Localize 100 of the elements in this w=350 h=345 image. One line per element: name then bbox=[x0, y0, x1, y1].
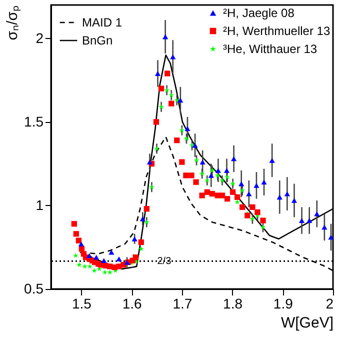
point bbox=[230, 156, 237, 162]
point bbox=[250, 216, 256, 222]
point bbox=[71, 221, 77, 227]
point bbox=[261, 180, 267, 185]
point bbox=[314, 211, 320, 216]
legend-label: BnGn bbox=[82, 34, 113, 48]
y-tick-label: 1 bbox=[36, 196, 44, 213]
point bbox=[328, 234, 334, 240]
point bbox=[168, 100, 174, 106]
point bbox=[76, 262, 82, 268]
point bbox=[234, 199, 240, 204]
point bbox=[276, 194, 282, 200]
point bbox=[240, 188, 246, 193]
point bbox=[162, 34, 168, 40]
y-axis-title: σₙ/σₚ bbox=[4, 6, 22, 40]
point bbox=[154, 146, 160, 151]
legend-label: ³He, Witthauer 13 bbox=[223, 42, 318, 56]
point bbox=[254, 182, 260, 188]
point bbox=[132, 254, 138, 260]
point bbox=[260, 224, 266, 230]
point bbox=[219, 192, 226, 198]
point bbox=[215, 168, 222, 173]
point bbox=[101, 258, 107, 264]
point bbox=[208, 172, 214, 178]
point bbox=[306, 218, 312, 223]
point bbox=[269, 158, 275, 163]
point bbox=[86, 253, 92, 258]
point bbox=[153, 119, 160, 125]
point bbox=[193, 179, 199, 185]
point bbox=[168, 92, 174, 98]
x-tick-label: 1.9 bbox=[273, 296, 294, 312]
point bbox=[224, 174, 230, 180]
point bbox=[140, 216, 146, 222]
point bbox=[102, 269, 108, 275]
point bbox=[73, 231, 80, 237]
point bbox=[179, 127, 185, 133]
point bbox=[234, 194, 240, 200]
point bbox=[298, 218, 305, 223]
point bbox=[92, 268, 97, 273]
point bbox=[184, 126, 190, 132]
legend-label: ²H, Jaegle 08 bbox=[223, 6, 295, 20]
point bbox=[194, 158, 200, 163]
point bbox=[246, 191, 252, 196]
point bbox=[230, 180, 236, 186]
x-tick-label: 1.8 bbox=[223, 296, 243, 312]
point bbox=[209, 168, 215, 173]
x-tick-label: 2 bbox=[326, 296, 334, 312]
point bbox=[200, 160, 206, 164]
point bbox=[174, 137, 180, 144]
point bbox=[164, 70, 170, 76]
x-tick-label: 1.7 bbox=[172, 296, 192, 312]
point bbox=[76, 238, 82, 244]
point bbox=[138, 239, 144, 246]
y-tick-label: 2 bbox=[36, 30, 44, 46]
point bbox=[284, 191, 290, 196]
y-tick-label: 0.5 bbox=[24, 280, 44, 296]
point bbox=[192, 142, 198, 148]
point bbox=[240, 204, 246, 210]
point bbox=[254, 209, 260, 215]
point bbox=[164, 87, 170, 92]
point bbox=[138, 246, 144, 252]
point bbox=[230, 189, 236, 195]
point bbox=[178, 98, 184, 103]
point bbox=[224, 196, 230, 202]
point bbox=[72, 252, 78, 258]
point bbox=[132, 236, 138, 242]
point bbox=[179, 159, 185, 165]
point bbox=[154, 71, 161, 76]
point bbox=[146, 160, 153, 164]
point bbox=[188, 172, 194, 178]
point bbox=[209, 190, 215, 197]
point bbox=[214, 172, 220, 178]
point bbox=[144, 219, 150, 224]
legend-label: ²H, Werthmueller 13 bbox=[223, 24, 330, 38]
point bbox=[250, 204, 256, 210]
x-tick-label: 1.6 bbox=[122, 296, 142, 312]
x-axis-title: W[GeV] bbox=[280, 314, 334, 332]
point bbox=[116, 256, 122, 262]
point bbox=[224, 168, 230, 173]
point bbox=[82, 264, 88, 269]
x-tick-label: 1.5 bbox=[72, 296, 92, 312]
point bbox=[204, 178, 210, 183]
point bbox=[158, 86, 164, 92]
point bbox=[107, 269, 113, 275]
point bbox=[87, 264, 92, 269]
point bbox=[260, 218, 266, 224]
point bbox=[291, 198, 298, 203]
point bbox=[108, 250, 114, 255]
point bbox=[174, 97, 180, 103]
point bbox=[199, 170, 205, 176]
point bbox=[322, 224, 328, 230]
y-tick-label: 1.5 bbox=[24, 113, 44, 130]
point bbox=[144, 206, 150, 212]
point bbox=[78, 241, 84, 246]
point bbox=[183, 172, 189, 178]
point bbox=[220, 178, 225, 183]
point bbox=[238, 181, 244, 186]
point bbox=[158, 104, 164, 110]
legend-label: MAID 1 bbox=[82, 16, 122, 30]
point bbox=[199, 192, 205, 198]
